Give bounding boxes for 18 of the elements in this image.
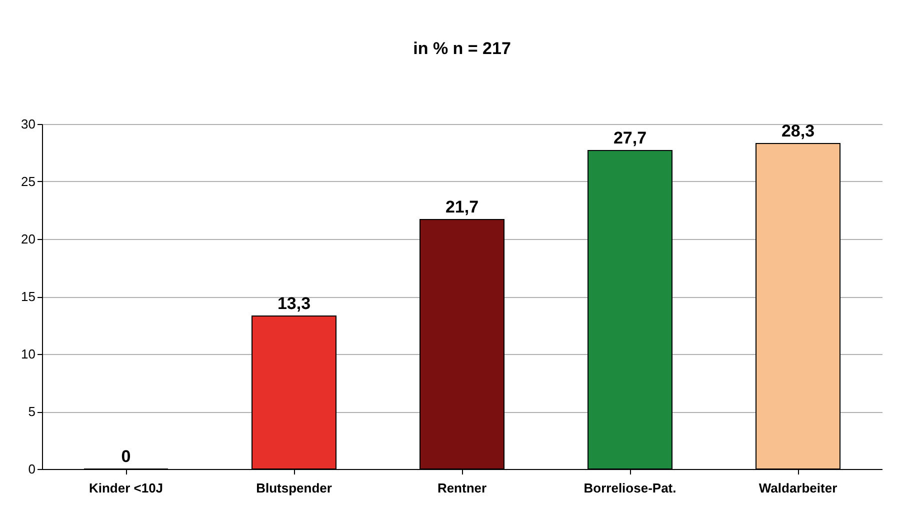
data-label: 21,7 <box>445 197 479 216</box>
data-label: 13,3 <box>277 294 311 314</box>
x-tick-label: Borreliose-Pat. <box>584 480 676 496</box>
y-tick-label: 15 <box>21 289 36 304</box>
x-tick-label: Kinder <10J <box>88 480 164 496</box>
x-tick-label: Waldarbeiter <box>758 480 838 496</box>
chart-title: in % n = 217 <box>413 39 511 58</box>
y-tick-label: 0 <box>28 462 36 476</box>
y-tick-label: 20 <box>21 232 36 246</box>
data-label: 27,7 <box>613 128 647 148</box>
x-tick-label: Blutspender <box>256 480 332 496</box>
y-tick-label: 30 <box>21 116 36 132</box>
x-tick-label: Rentner <box>437 480 487 496</box>
y-tick-label: 10 <box>21 346 36 362</box>
y-tick-label: 25 <box>21 174 36 189</box>
data-label: 28,3 <box>781 122 815 141</box>
y-tick-label: 5 <box>28 404 36 419</box>
data-label: 0 <box>121 447 131 466</box>
